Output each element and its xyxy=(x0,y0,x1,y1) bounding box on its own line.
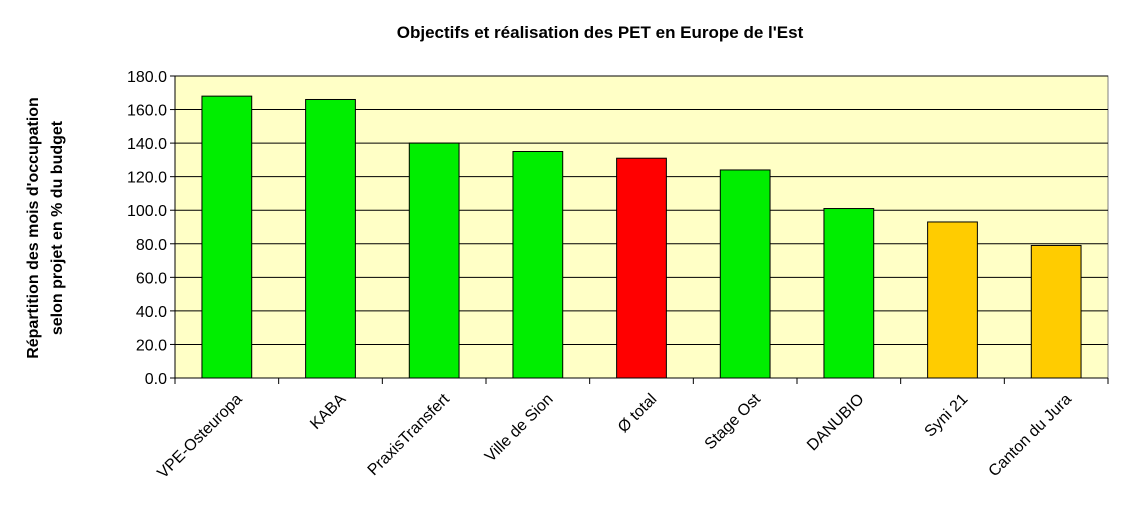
y-tick-label: 140.0 xyxy=(127,136,167,153)
y-axis-label: Répartition des mois d'occupation xyxy=(25,97,42,359)
y-tick-label: 120.0 xyxy=(127,170,167,187)
y-tick-label: 0.0 xyxy=(145,371,167,388)
y-tick-label: 60.0 xyxy=(136,270,167,287)
x-tick-label: Stage Ost xyxy=(702,390,765,453)
x-tick-label: PraxisTransfert xyxy=(365,390,454,479)
x-tick-label: KABA xyxy=(307,391,349,433)
x-tick-label: Ville de Sion xyxy=(482,391,557,466)
x-tick-label: VPE-Osteuropa xyxy=(154,391,245,482)
y-tick-label: 20.0 xyxy=(136,337,167,354)
x-tick-label: DANUBIO xyxy=(804,391,868,455)
bar xyxy=(1030,244,1082,379)
y-tick-label: 180.0 xyxy=(127,69,167,86)
bar xyxy=(408,142,460,379)
bar xyxy=(201,95,253,379)
y-tick-label: 40.0 xyxy=(136,304,167,321)
bar xyxy=(512,151,564,379)
bar xyxy=(616,157,667,379)
x-tick-label: Canton du Jura xyxy=(986,391,1075,480)
y-tick-label: 100.0 xyxy=(127,203,167,220)
bar xyxy=(719,169,771,379)
bar xyxy=(305,98,356,379)
bar xyxy=(823,208,875,379)
x-tick-label: Syni 21 xyxy=(922,391,972,441)
chart-title: Objectifs et réalisation des PET en Euro… xyxy=(397,23,804,42)
y-axis-label: selon projet en % du budget xyxy=(49,120,66,335)
x-tick-label: Ø total xyxy=(615,391,660,436)
bar xyxy=(927,221,978,379)
y-tick-label: 160.0 xyxy=(127,103,167,120)
y-tick-label: 80.0 xyxy=(136,237,167,254)
